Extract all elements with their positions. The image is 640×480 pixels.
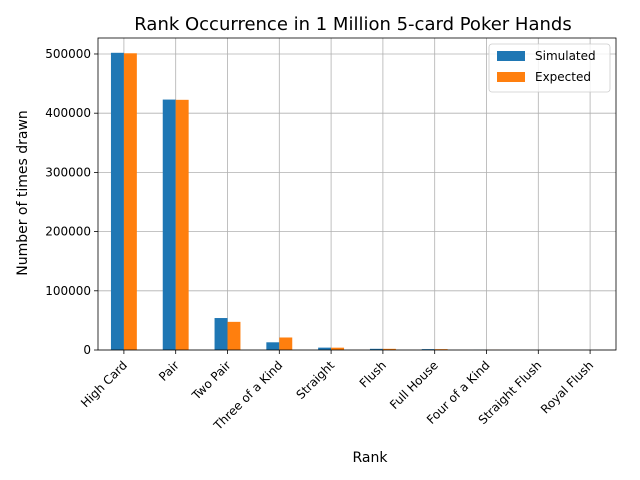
bar-simulated-pair [162, 99, 176, 350]
bar-expected-full-house [434, 349, 448, 350]
bar-expected-three-of-a-kind [279, 337, 293, 350]
bar-simulated-straight [318, 347, 332, 350]
legend-label-simulated: Simulated [535, 49, 596, 63]
x-tick-label-high-card: High Card [78, 358, 130, 410]
legend-swatch-expected [497, 72, 525, 82]
y-tick-label-200000: 200000 [45, 225, 91, 239]
y-tick-label-100000: 100000 [45, 284, 91, 298]
bar-expected-two-pair [227, 321, 241, 350]
y-axis-label: Number of times drawn [15, 110, 31, 276]
bar-expected-high-card [123, 53, 137, 351]
legend: Simulated Expected [488, 43, 611, 93]
bar-simulated-two-pair [214, 318, 228, 350]
plot-frame [97, 37, 617, 351]
x-tick-label-straight: Straight [293, 358, 337, 402]
chart-title: Rank Occurrence in 1 Million 5-card Poke… [134, 14, 571, 35]
bar-simulated-three-of-a-kind [266, 342, 280, 350]
legend-label-expected: Expected [535, 70, 591, 84]
bar-simulated-flush [369, 348, 383, 350]
y-tick-label-300000: 300000 [45, 165, 91, 179]
x-tick-label-two-pair: Two Pair [189, 358, 234, 403]
bar-simulated-full-house [421, 349, 435, 350]
x-tick-label-royal-flush: Royal Flush [538, 358, 596, 416]
bars-layer [110, 52, 604, 351]
bar-simulated-high-card [110, 52, 124, 351]
x-tick-label-pair: Pair [156, 358, 182, 384]
x-tick-label-flush: Flush [357, 358, 389, 390]
y-tick-label-400000: 400000 [45, 106, 91, 120]
bar-expected-flush [382, 348, 396, 350]
x-axis-label: Rank [353, 450, 389, 466]
legend-swatch-simulated [497, 51, 525, 61]
bar-expected-straight [331, 347, 345, 350]
y-tick-label-0: 0 [83, 343, 91, 357]
y-tick-label-500000: 500000 [45, 47, 91, 61]
x-tick-label-full-house: Full House [387, 358, 441, 412]
bar-expected-pair [175, 99, 189, 350]
